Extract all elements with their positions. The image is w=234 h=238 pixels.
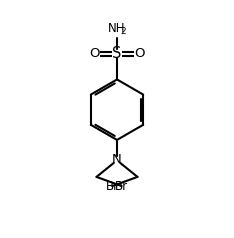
Text: O: O	[134, 47, 144, 60]
Text: N: N	[112, 153, 122, 166]
Text: 2: 2	[121, 27, 126, 36]
Text: Br: Br	[106, 179, 119, 193]
Text: O: O	[90, 47, 100, 60]
Text: NH: NH	[108, 22, 126, 35]
Text: Br: Br	[115, 179, 128, 193]
Text: S: S	[112, 46, 122, 61]
